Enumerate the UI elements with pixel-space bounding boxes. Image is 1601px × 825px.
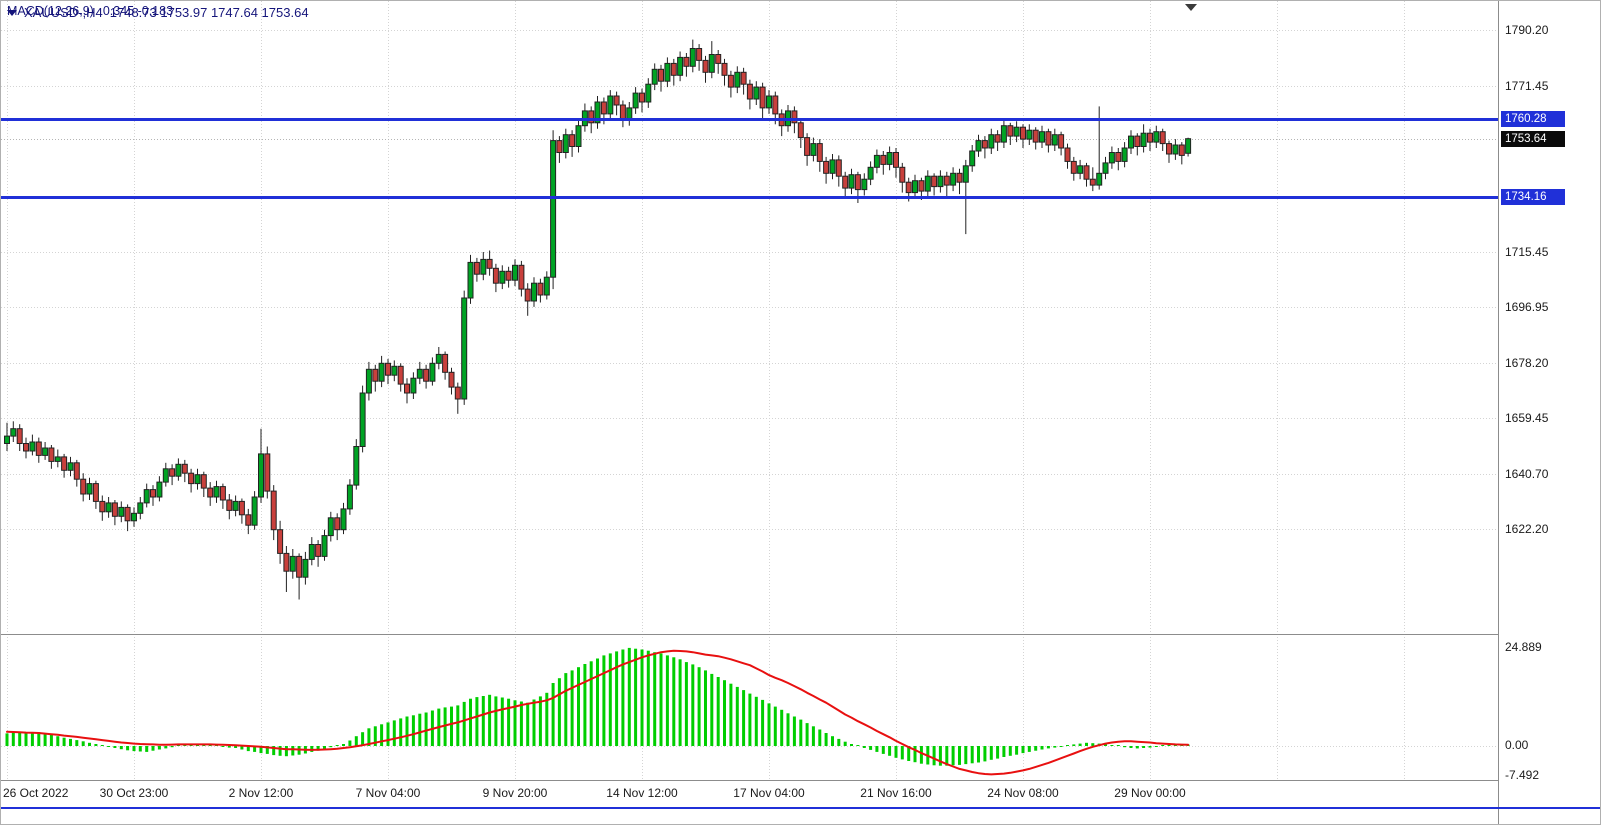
horizontal-line-object[interactable]	[1, 195, 1498, 199]
macd-axis-label: -7.492	[1505, 767, 1540, 782]
time-axis-label: 9 Nov 20:00	[482, 786, 548, 800]
candles-layer	[4, 39, 1192, 600]
hline-price-tag: 1760.28	[1501, 111, 1565, 127]
macd-values-label: 0.345 -0.183	[102, 4, 174, 18]
price-axis-label: 1678.20	[1505, 355, 1549, 370]
time-axis[interactable]: 26 Oct 2022 30 Oct 23:00 2 Nov 12:00 7 Nov …	[1, 781, 1498, 807]
time-axis-label: 21 Nov 16:00	[860, 786, 932, 800]
time-axis-label: 29 Nov 00:00	[1114, 786, 1186, 800]
price-axis[interactable]: 1760.28 1734.16 1753.64 1790.20 1771.45 1715.…	[1498, 1, 1600, 824]
price-axis-label: 1696.95	[1505, 300, 1549, 315]
pane-separator[interactable]	[1, 634, 1600, 635]
price-axis-label: 1715.45	[1505, 245, 1549, 260]
chart-shift-marker-icon[interactable]	[1185, 4, 1197, 11]
gridline-horizontal	[1, 252, 1498, 254]
gridline-vertical	[515, 1, 516, 780]
gridline-horizontal	[1, 307, 1498, 309]
gridline-horizontal	[1, 418, 1498, 420]
price-chart-area[interactable]	[1, 1, 1498, 634]
gridline-vertical	[1150, 1, 1151, 780]
time-axis-label: 14 Nov 12:00	[606, 786, 678, 800]
gridline-horizontal	[1, 138, 1498, 140]
current-price-tag: 1753.64	[1501, 130, 1565, 147]
gridline-vertical	[896, 1, 897, 780]
ohlc-values-label: 1748.73 1753.97 1747.64 1753.64	[109, 5, 309, 20]
gridline-vertical	[769, 1, 770, 780]
gridline-vertical	[261, 1, 262, 780]
hline-price-tag: 1734.16	[1501, 188, 1565, 205]
bottom-blue-line	[1, 807, 1600, 809]
price-axis-label: 1790.20	[1505, 23, 1549, 38]
gridline-horizontal	[1, 362, 1498, 364]
symbol-timeframe-label: XAUUSD-,H4	[24, 5, 103, 20]
time-axis-label: 7 Nov 04:00	[355, 786, 421, 800]
horizontal-line-object[interactable]	[1, 118, 1498, 121]
gridline-horizontal	[1, 746, 1498, 747]
macd-indicator-pane[interactable]	[1, 635, 1498, 780]
gridline-horizontal	[1, 474, 1498, 476]
time-axis-label: 24 Nov 08:00	[987, 786, 1059, 800]
expand-panel-icon[interactable]	[7, 9, 17, 16]
chart-title: XAUUSD-,H4 1748.73 1753.97 1747.64 1753.…	[7, 5, 309, 20]
time-axis-label: 17 Nov 04:00	[733, 786, 805, 800]
macd-indicator-title: MACD(12,26,9) 0.345 -0.183	[7, 4, 173, 18]
gridline-horizontal	[1, 30, 1498, 32]
gridline-vertical	[1404, 1, 1405, 780]
gridline-vertical	[1023, 1, 1024, 780]
macd-name-label: MACD(12,26,9)	[7, 4, 94, 18]
macd-axis-label: 0.00	[1505, 738, 1529, 752]
price-axis-label: 1622.20	[1505, 522, 1549, 537]
gridline-vertical	[1277, 1, 1278, 780]
time-axis-label: 26 Oct 2022	[3, 786, 69, 800]
time-axis-label: 2 Nov 12:00	[228, 786, 294, 800]
gridline-vertical	[642, 1, 643, 780]
price-axis-label: 1771.45	[1505, 78, 1549, 93]
gridline-vertical	[7, 1, 8, 780]
price-axis-label: 1659.45	[1505, 411, 1549, 426]
gridline-vertical	[388, 1, 389, 780]
macd-layer	[5, 647, 1190, 776]
gridline-vertical	[134, 1, 135, 780]
time-axis-separator	[1, 780, 1600, 781]
time-axis-label: 30 Oct 23:00	[99, 786, 169, 800]
macd-axis-label: 24.889	[1505, 639, 1542, 654]
price-axis-label: 1640.70	[1505, 467, 1549, 482]
gridline-horizontal	[1, 529, 1498, 531]
